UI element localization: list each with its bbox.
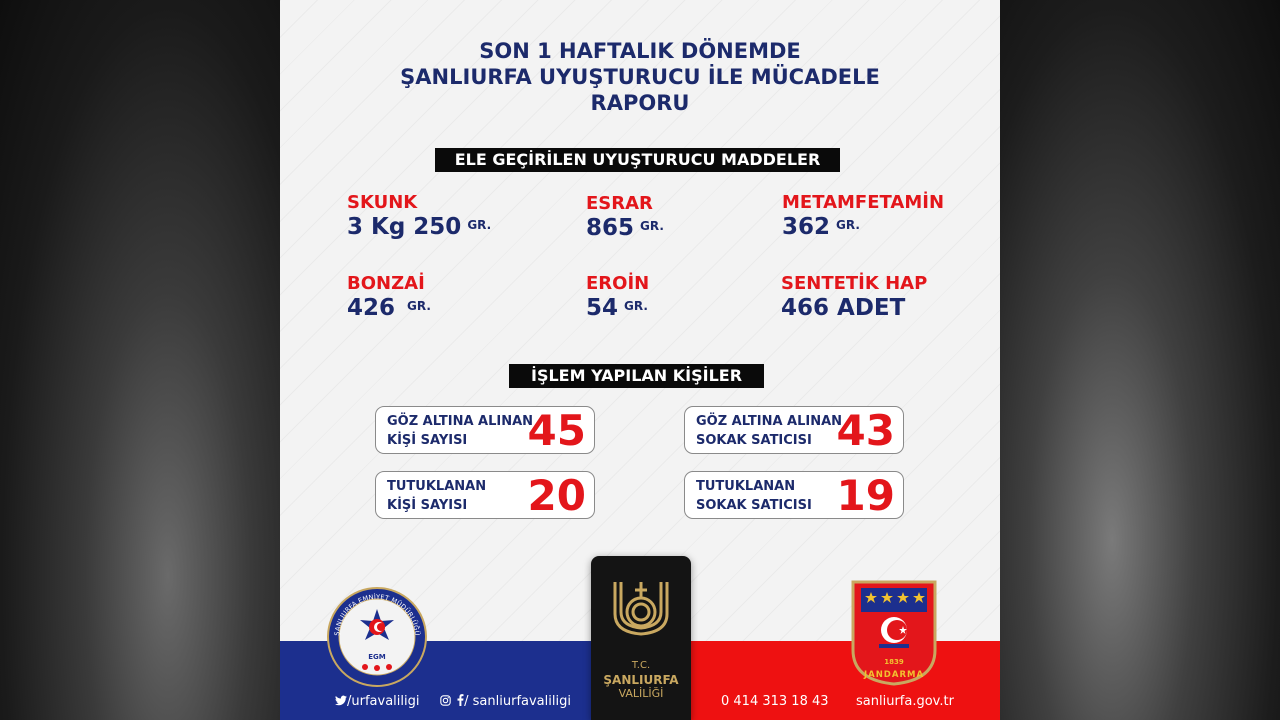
twitter-icon (335, 695, 347, 706)
drug-name: SENTETİK HAP (781, 273, 928, 294)
drug-name: EROİN (586, 273, 650, 294)
social-handle: / sanliurfavaliligi (464, 694, 571, 709)
drug-unit: GR. (407, 299, 431, 313)
footer-social[interactable]: / sanliurfavaliligi (440, 693, 571, 711)
stat-label: GÖZ ALTINA ALINAN SOKAK SATICISI (696, 414, 843, 448)
egm-police-logo: ŞANLIURFA EMNİYET MÜDÜRLÜĞÜ EGM (327, 587, 427, 687)
blurred-background-right (1000, 0, 1280, 720)
stat-card-detained-dealers: GÖZ ALTINA ALINAN SOKAK SATICISI 43 (684, 406, 904, 455)
jandarma-year: 1839 (884, 658, 904, 666)
valilik-name: ŞANLIURFA (603, 673, 679, 687)
report-poster: SON 1 HAFTALIK DÖNEMDE ŞANLIURFA UYUŞTUR… (280, 0, 1000, 720)
drug-amount: 3 Kg 250 GR. (347, 214, 492, 240)
footer-twitter[interactable]: /urfavaliligi (335, 693, 419, 711)
title-line-1: SON 1 HAFTALIK DÖNEMDE (479, 39, 801, 63)
title-line-3: RAPORU (590, 91, 690, 115)
facebook-icon (457, 694, 464, 706)
drug-amount: 426 GR. (347, 295, 431, 321)
drug-unit: GR. (467, 218, 492, 232)
footer-website[interactable]: sanliurfa.gov.tr (856, 694, 954, 709)
jandarma-text: JANDARMA (863, 670, 924, 680)
stat-label: GÖZ ALTINA ALINAN KİŞİ SAYISI (387, 414, 534, 448)
persons-section-label: İŞLEM YAPILAN KİŞİLER (509, 364, 764, 388)
drug-amount: 362 GR. (782, 214, 860, 240)
drug-unit: GR. (624, 299, 648, 313)
twitter-handle: /urfavaliligi (347, 694, 420, 709)
footer-phone[interactable]: 0 414 313 18 43 (721, 694, 829, 709)
instagram-icon (440, 695, 451, 706)
report-title: SON 1 HAFTALIK DÖNEMDE ŞANLIURFA UYUŞTUR… (280, 38, 1000, 116)
blurred-background-left (0, 0, 280, 720)
stat-value: 19 (836, 471, 895, 520)
drug-item-eroin: EROİN 54 GR. (586, 274, 649, 322)
stat-value: 45 (527, 406, 586, 455)
stat-label: TUTUKLANAN KİŞİ SAYISI (387, 479, 487, 513)
drug-name: SKUNK (347, 192, 418, 213)
drug-name: BONZAİ (347, 273, 425, 294)
stat-card-detained-persons: GÖZ ALTINA ALINAN KİŞİ SAYISI 45 (375, 406, 595, 455)
valilik-logo: T.C. ŞANLIURFA VALİLİĞİ (591, 556, 691, 720)
valilik-emblem (613, 582, 669, 636)
drug-unit: GR. (640, 219, 664, 233)
valilik-tc: T.C. (631, 660, 651, 671)
valilik-sub: VALİLİĞİ (618, 687, 664, 700)
drug-item-bonzai: BONZAİ 426 GR. (347, 274, 431, 322)
drug-name: METAMFETAMİN (782, 192, 945, 213)
drug-amount: 54 GR. (586, 295, 648, 321)
drug-item-skunk: SKUNK 3 Kg 250 GR. (347, 193, 491, 241)
drug-item-esrar: ESRAR 865 GR. (586, 194, 664, 242)
drug-unit: GR. (836, 218, 860, 232)
stat-card-arrested-dealers: TUTUKLANAN SOKAK SATICISI 19 (684, 471, 904, 520)
title-line-2: ŞANLIURFA UYUŞTURUCU İLE MÜCADELE (400, 65, 880, 89)
drug-name: ESRAR (586, 193, 653, 214)
jandarma-logo: 1839 JANDARMA (851, 580, 937, 686)
stat-value: 20 (527, 471, 586, 520)
drug-amount: 865 GR. (586, 215, 664, 241)
stat-card-arrested-persons: TUTUKLANAN KİŞİ SAYISI 20 (375, 471, 595, 520)
drug-amount: 466 ADET (781, 295, 906, 321)
seized-section-label: ELE GEÇİRİLEN UYUŞTURUCU MADDELER (435, 148, 840, 172)
footer-band-red (640, 641, 1000, 720)
drug-item-sentetik-hap: SENTETİK HAP 466 ADET (781, 274, 927, 322)
stat-label: TUTUKLANAN SOKAK SATICISI (696, 479, 812, 513)
drug-item-metamfetamin: METAMFETAMİN 362 GR. (782, 193, 944, 241)
stat-value: 43 (836, 406, 895, 455)
egm-abbrev: EGM (368, 653, 386, 661)
